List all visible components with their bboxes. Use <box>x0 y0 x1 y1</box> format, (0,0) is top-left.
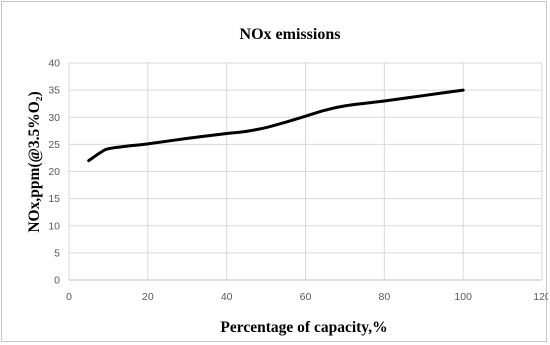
y-axis-title: NOx,ppm(@3.5%O₂) <box>26 91 43 232</box>
x-tick-label: 80 <box>378 291 390 303</box>
series-layer <box>87 88 465 163</box>
y-tick-label: 25 <box>48 139 60 151</box>
y-tick-label: 40 <box>48 58 60 70</box>
y-tick-label: 20 <box>48 166 60 178</box>
chart-title: NOx emissions <box>240 26 341 43</box>
x-axis-title: Percentage of capacity,% <box>220 319 387 336</box>
y-tick-label: 15 <box>48 193 60 205</box>
y-tick-label: 10 <box>48 220 60 232</box>
x-tick-label: 40 <box>221 291 233 303</box>
y-tick-label: 35 <box>48 85 60 97</box>
x-tick-label: 120 <box>533 291 548 303</box>
y-tick-label: 5 <box>54 247 60 259</box>
series-line-nox <box>87 88 465 163</box>
x-tick-label: 60 <box>300 291 312 303</box>
y-tick-label: 0 <box>54 275 60 287</box>
y-tick-label: 30 <box>48 112 60 124</box>
gridlines <box>68 62 543 281</box>
x-tick-label: 100 <box>454 291 472 303</box>
x-tick-label: 20 <box>142 291 154 303</box>
x-tick-label: 0 <box>66 291 72 303</box>
tick-labels: 0 5 10 15 20 25 30 35 40 0 20 40 60 80 100 120 <box>48 58 548 304</box>
